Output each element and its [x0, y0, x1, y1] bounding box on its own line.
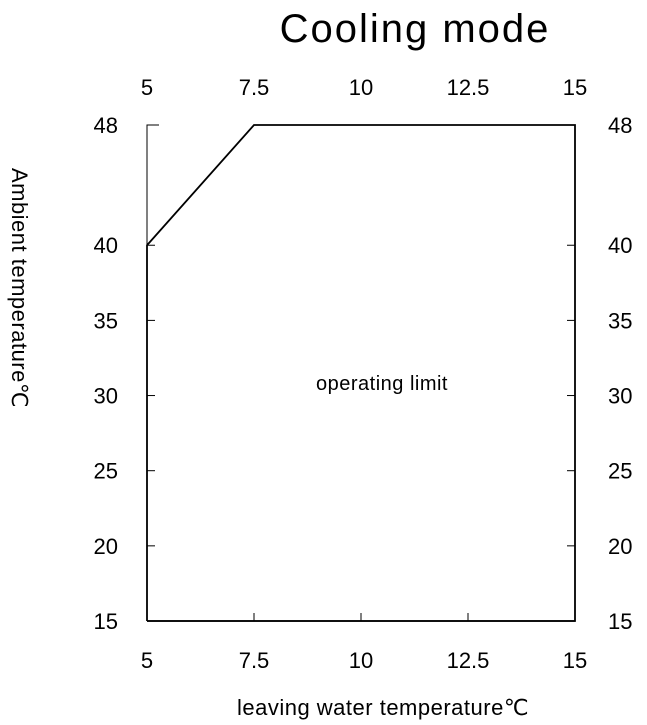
y-tick-label-right: 25	[608, 459, 632, 484]
y-tick-label-right: 30	[608, 384, 632, 409]
y-axis-label: Ambient temperature℃	[7, 168, 32, 408]
y-tick-label-right: 35	[608, 308, 632, 333]
x-tick-label-bottom: 5	[141, 648, 153, 673]
x-tick-label-top: 5	[141, 75, 153, 100]
y-ticks-left: 15 20 25 30 35 40 48	[94, 113, 155, 634]
y-tick-label-left: 48	[94, 113, 118, 138]
chart-title: Cooling mode	[280, 7, 551, 51]
x-ticks-top: 5 7.5 10 12.5 15	[141, 75, 587, 100]
operating-limit-label: operating limit	[316, 373, 448, 395]
x-tick-label-bottom: 12.5	[447, 648, 490, 673]
region-boundary	[146, 124, 576, 622]
x-tick-label-top: 7.5	[239, 75, 270, 100]
x-tick-label-top: 12.5	[447, 75, 490, 100]
y-tick-label-right: 40	[608, 233, 632, 258]
operating-region	[146, 124, 576, 622]
y-tick-label-right: 20	[608, 534, 632, 559]
y-tick-label-right: 48	[608, 113, 632, 138]
x-tick-label-top: 15	[563, 75, 587, 100]
x-tick-label-bottom: 15	[563, 648, 587, 673]
y-tick-label-left: 40	[94, 233, 118, 258]
x-axis-label: leaving water temperature℃	[237, 695, 529, 720]
x-ticks-bottom: 5 7.5 10 12.5 15	[141, 613, 587, 673]
y-tick-label-left: 35	[94, 308, 118, 333]
y-tick-label-left: 15	[94, 609, 118, 634]
x-tick-label-bottom: 7.5	[239, 648, 270, 673]
y-tick-label-left: 20	[94, 534, 118, 559]
x-tick-label-bottom: 10	[349, 648, 373, 673]
y-tick-label-left: 25	[94, 459, 118, 484]
corner-marker	[146, 124, 159, 135]
y-ticks-right: 15 20 25 30 35 40 48	[567, 113, 632, 634]
y-tick-label-left: 30	[94, 384, 118, 409]
x-tick-label-top: 10	[349, 75, 373, 100]
y-tick-label-right: 15	[608, 609, 632, 634]
